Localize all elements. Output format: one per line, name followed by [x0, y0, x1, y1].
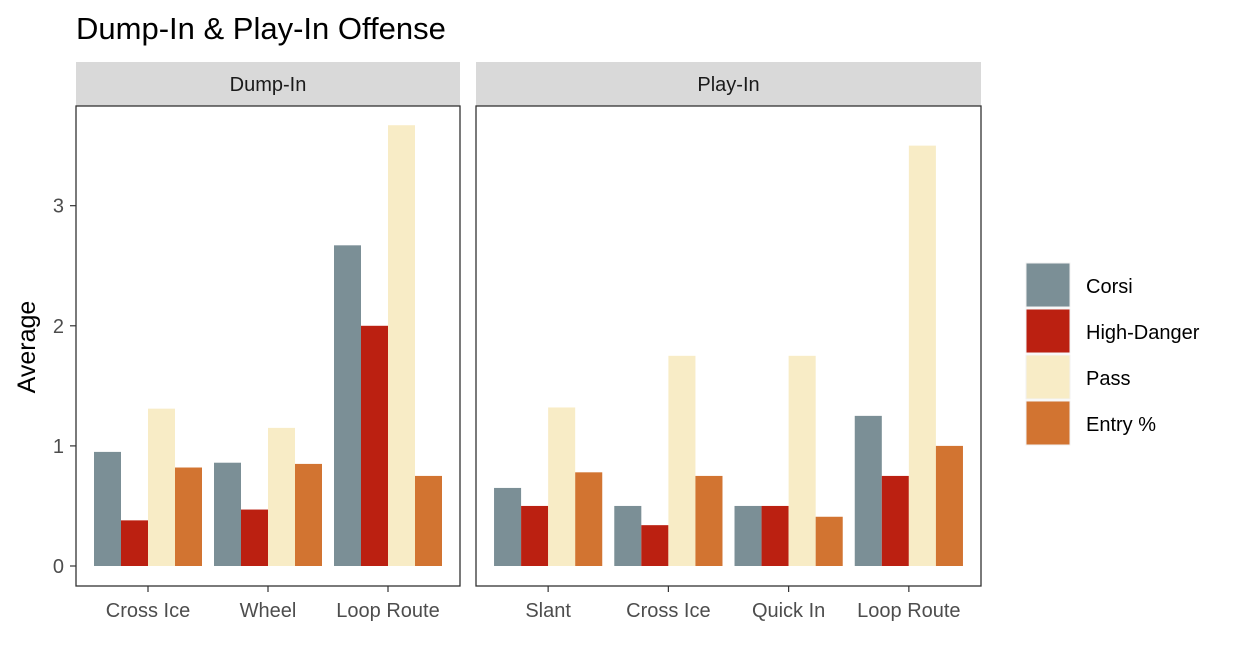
legend-key-corsi — [1025, 262, 1071, 308]
x-tick-label: Loop Route — [336, 600, 439, 622]
legend-label: Pass — [1086, 368, 1130, 390]
legend-key-entry- — [1025, 400, 1071, 446]
facet-strip — [76, 62, 460, 106]
x-tick-label: Cross Ice — [626, 600, 710, 622]
bar-pass-cross-ice — [148, 408, 175, 566]
legend-key-high-danger — [1025, 308, 1071, 354]
y-tick-label: 3 — [53, 196, 64, 218]
bar-pass-quick-in — [788, 355, 816, 566]
legend-label: Entry % — [1086, 414, 1156, 436]
bar-high-danger-slant — [521, 505, 549, 566]
y-tick-label: 2 — [53, 316, 64, 338]
y-tick-label: 0 — [53, 556, 64, 578]
bar-pass-loop-route — [388, 125, 415, 567]
bar-pass-loop-route — [908, 145, 936, 566]
x-tick-label: Wheel — [240, 600, 297, 622]
y-axis-label: Average — [13, 301, 41, 394]
y-tick-label: 1 — [53, 436, 64, 458]
bar-entry--wheel — [295, 463, 322, 566]
bar-corsi-loop-route — [334, 245, 361, 566]
bar-high-danger-wheel — [241, 509, 268, 566]
legend-key-pass — [1025, 354, 1071, 400]
legend: Corsi High-Danger Pass Entry % — [1025, 262, 1200, 446]
x-tick-label: Cross Ice — [106, 600, 190, 622]
facet-strip — [476, 62, 981, 106]
bar-entry--cross-ice — [175, 467, 202, 566]
bar-corsi-loop-route — [854, 415, 882, 566]
bar-pass-slant — [548, 407, 576, 566]
bar-entry--slant — [575, 472, 603, 566]
legend-label: High-Danger — [1086, 322, 1200, 344]
bar-corsi-slant — [494, 487, 522, 566]
facet-panel-play-in: Play-In Slant Cross Ice Quick In Loop Route — [475, 62, 982, 622]
facet-strip-label: Dump-In — [230, 74, 307, 96]
x-tick-label: Loop Route — [857, 600, 960, 622]
bar-corsi-cross-ice — [94, 451, 121, 566]
bar-high-danger-cross-ice — [121, 520, 148, 566]
facet-panel-dump-in: Dump-In 0 1 2 3 Cross Ice Wheel Loop Route — [53, 62, 461, 622]
bar-high-danger-quick-in — [761, 505, 789, 566]
bar-pass-cross-ice — [668, 355, 696, 566]
chart-title: Dump-In & Play-In Offense — [76, 11, 446, 46]
x-tick-label: Quick In — [752, 600, 825, 622]
facet-strip-label: Play-In — [697, 74, 759, 96]
bar-pass-wheel — [268, 427, 295, 566]
bar-corsi-cross-ice — [614, 505, 642, 566]
bar-entry--loop-route — [415, 475, 442, 566]
legend-label: Corsi — [1086, 276, 1133, 298]
bar-high-danger-loop-route — [881, 475, 909, 566]
bar-entry--cross-ice — [695, 475, 723, 566]
x-tick-label: Slant — [525, 600, 571, 622]
bar-corsi-quick-in — [734, 505, 762, 566]
bar-entry--quick-in — [815, 516, 843, 566]
bar-corsi-wheel — [214, 462, 241, 566]
bar-entry--loop-route — [935, 445, 963, 566]
bar-high-danger-loop-route — [361, 325, 388, 566]
bar-high-danger-cross-ice — [641, 525, 669, 566]
